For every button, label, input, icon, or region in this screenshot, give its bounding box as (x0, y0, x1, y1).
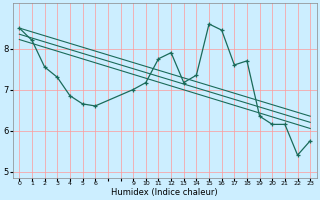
X-axis label: Humidex (Indice chaleur): Humidex (Indice chaleur) (111, 188, 218, 197)
